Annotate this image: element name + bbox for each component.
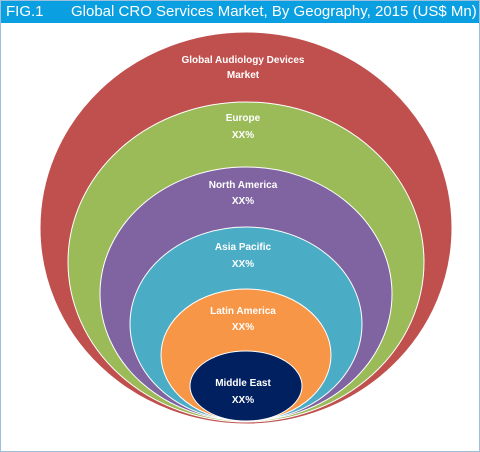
label-global-market-line2: Market: [227, 70, 260, 81]
label-europe: Europe: [226, 113, 261, 124]
value-europe: XX%: [232, 130, 254, 141]
value-middle-east: XX%: [232, 395, 254, 406]
label-north-america: North America: [209, 180, 278, 191]
label-global-market-line1: Global Audiology Devices: [182, 55, 305, 66]
value-asia-pacific: XX%: [232, 259, 254, 270]
label-latin-america: Latin America: [210, 306, 276, 317]
value-latin-america: XX%: [232, 322, 254, 333]
figure-header: FIG.1 Global CRO Services Market, By Geo…: [1, 1, 479, 23]
value-north-america: XX%: [232, 196, 254, 207]
figure-label: FIG.1: [6, 3, 44, 20]
label-middle-east: Middle East: [215, 378, 271, 389]
figure-title: Global CRO Services Market, By Geography…: [71, 3, 477, 20]
ring-middle-east: [189, 350, 303, 422]
label-asia-pacific: Asia Pacific: [215, 242, 272, 253]
